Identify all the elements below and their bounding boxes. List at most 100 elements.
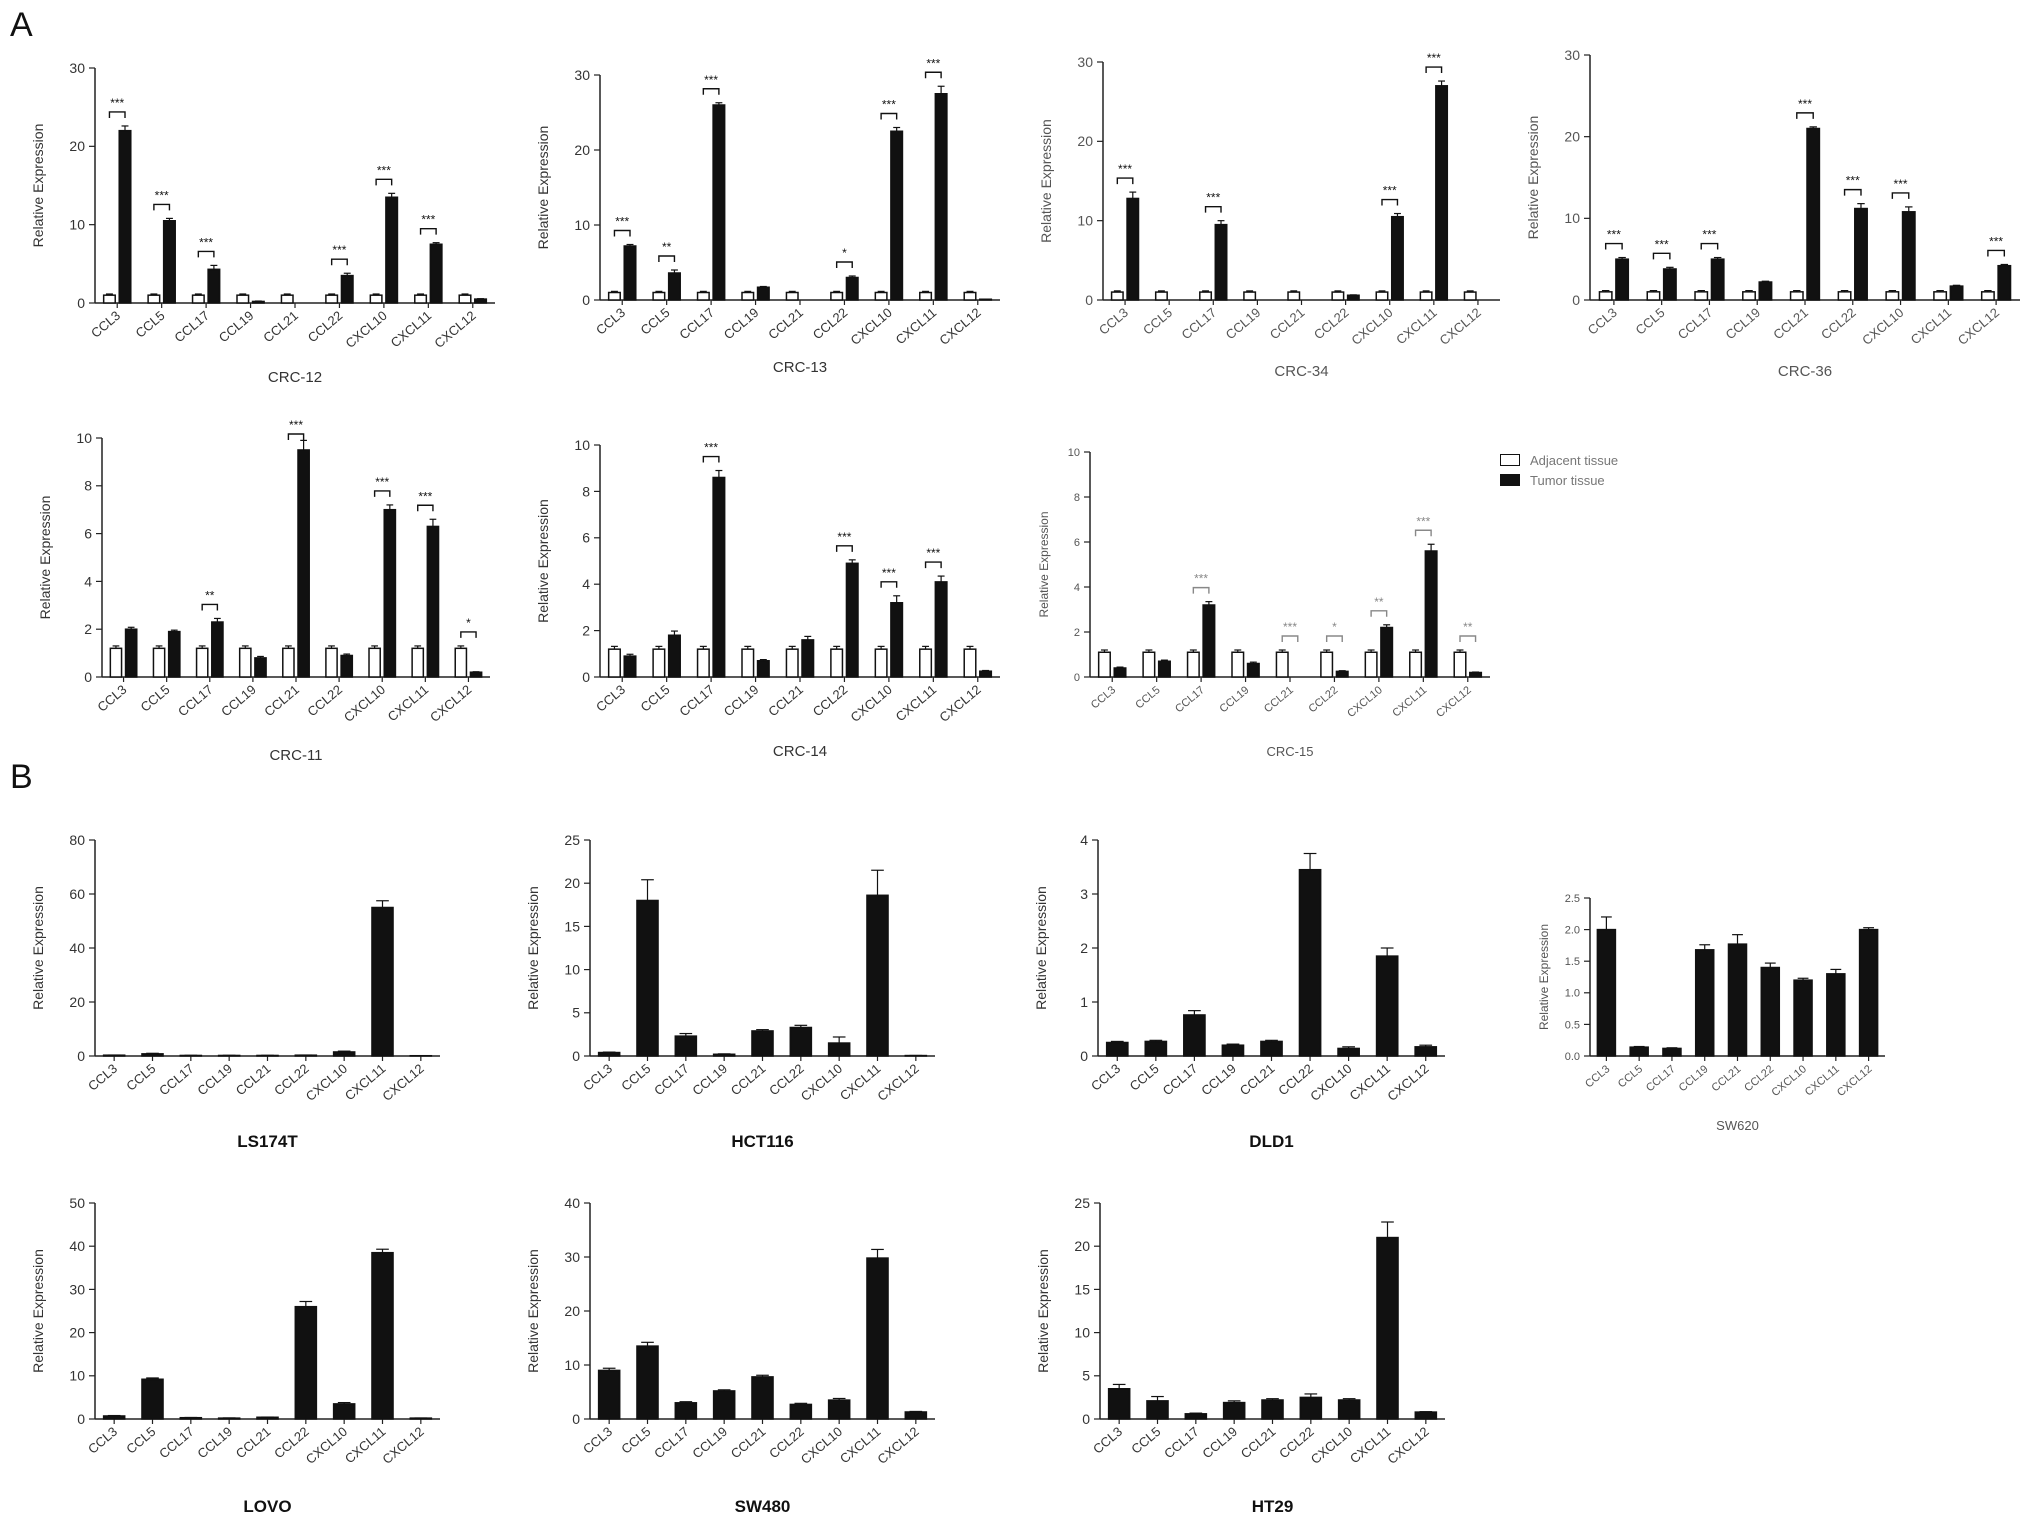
y-axis-label-dld1: Relative Expression <box>1033 886 1049 1010</box>
sig-label-crc15: * <box>1332 620 1337 634</box>
bar-adjacent-crc12 <box>236 294 250 304</box>
legend-item-adjacent: Adjacent tissue <box>1500 450 1618 470</box>
y-tick-label-crc12: 0 <box>77 295 85 311</box>
y-axis-label-ls174t: Relative Expression <box>30 886 46 1010</box>
legend-item-tumor: Tumor tissue <box>1500 470 1618 490</box>
y-tick-label-sw480: 0 <box>572 1411 580 1427</box>
bar-tumor-lovo <box>102 1415 126 1420</box>
bar-adjacent-crc13 <box>741 291 755 301</box>
x-tick-label-crc11: CCL17 <box>175 682 216 720</box>
bar-tumor-sw620 <box>1662 1047 1682 1057</box>
y-tick-label-lovo: 0 <box>77 1411 85 1427</box>
sig-label-crc36: *** <box>1894 177 1908 191</box>
x-tick-label-dld1: CXCL10 <box>1307 1061 1354 1104</box>
y-tick-label-crc13: 20 <box>574 142 590 158</box>
x-tick-label-crc36: CXCL12 <box>1955 305 2002 348</box>
bar-adjacent-crc15 <box>1453 651 1467 678</box>
bar-tumor-crc34 <box>1214 223 1228 301</box>
bar-tumor-sw620 <box>1826 973 1846 1057</box>
y-tick-label-crc34: 20 <box>1077 133 1093 149</box>
x-tick-label-sw620: CXCL10 <box>1769 1063 1809 1099</box>
y-tick-label-ls174t: 40 <box>69 940 85 956</box>
sig-bracket-crc13 <box>835 261 853 268</box>
x-tick-label-hct116: CCL3 <box>580 1061 615 1094</box>
bar-adjacent-crc11 <box>195 647 209 678</box>
bar-tumor-crc11 <box>426 525 440 678</box>
bar-tumor-ht29 <box>1184 1413 1208 1420</box>
x-tick-label-sw480: CCL5 <box>618 1424 653 1457</box>
bar-tumor-crc13 <box>623 245 637 301</box>
x-tick-label-crc14: CCL21 <box>765 682 806 720</box>
y-tick-label-crc14: 0 <box>582 669 590 685</box>
sig-bracket-crc12 <box>108 111 126 118</box>
x-tick-label-crc12: CCL5 <box>132 308 167 341</box>
bar-tumor-ht29 <box>1261 1399 1284 1420</box>
sig-label-crc12: *** <box>421 213 435 227</box>
x-tick-label-hct116: CXCL11 <box>837 1061 884 1103</box>
bar-tumor-sw620 <box>1858 928 1879 1057</box>
x-tick-label-crc11: CXCL11 <box>385 682 432 724</box>
y-tick-label-hct116: 15 <box>564 918 580 934</box>
bar-adjacent-crc11 <box>109 647 123 678</box>
y-axis-label-sw620: Relative Expression <box>1537 924 1551 1030</box>
bar-tumor-lovo <box>141 1378 164 1420</box>
sig-label-crc11: * <box>466 616 471 630</box>
chart-crc13: 0 10 20 30 Relative Expression CCL3 *** CCL5 ** C… <box>535 56 1000 376</box>
sig-bracket-crc34 <box>1425 66 1443 74</box>
y-tick-label-sw620: 2.5 <box>1565 893 1580 905</box>
bar-tumor-crc14 <box>623 655 637 678</box>
y-tick-label-lovo: 50 <box>69 1195 85 1211</box>
x-tick-label-crc11: CCL3 <box>94 682 129 715</box>
legend: Adjacent tissue Tumor tissue <box>1500 450 1618 490</box>
x-tick-label-lovo: CCL3 <box>85 1424 120 1457</box>
sig-bracket-crc36 <box>1652 252 1671 260</box>
bar-tumor-crc12 <box>385 196 399 304</box>
bar-adjacent-crc14 <box>652 648 666 678</box>
x-tick-label-crc14: CXCL12 <box>936 682 983 725</box>
x-tick-label-crc34: CCL21 <box>1267 305 1308 343</box>
chart-title-crc13: CRC-13 <box>773 359 827 376</box>
bar-tumor-crc14 <box>934 581 948 678</box>
legend-swatch-adjacent <box>1500 454 1520 466</box>
sig-label-crc13: *** <box>882 98 896 112</box>
x-tick-label-crc14: CCL3 <box>593 682 628 715</box>
bar-adjacent-crc14 <box>741 648 755 678</box>
chart-crc36: 0 10 20 30 Relative Expression CCL3 *** CCL5 ***… <box>1525 47 2020 380</box>
bar-tumor-crc14 <box>890 602 904 678</box>
sig-bracket-crc36 <box>1987 249 2006 257</box>
y-tick-label-lovo: 10 <box>69 1368 85 1384</box>
x-tick-label-crc12: CXCL10 <box>343 308 390 351</box>
bar-tumor-ht29 <box>1414 1411 1438 1420</box>
x-tick-label-ht29: CXCL10 <box>1308 1424 1355 1467</box>
bar-tumor-lovo <box>332 1403 356 1420</box>
bar-tumor-crc36 <box>1854 207 1868 301</box>
bar-tumor-crc12 <box>207 268 221 304</box>
bar-tumor-sw480 <box>789 1403 813 1420</box>
y-tick-label-crc14: 10 <box>574 437 590 453</box>
x-tick-label-sw620: CXCL12 <box>1835 1063 1875 1099</box>
sig-bracket-crc15 <box>1325 635 1343 642</box>
bar-tumor-crc36 <box>1997 264 2012 301</box>
x-tick-label-hct116: CXCL10 <box>798 1061 845 1104</box>
bar-tumor-crc14 <box>801 639 815 678</box>
x-tick-label-sw620: CCL17 <box>1644 1063 1678 1094</box>
bar-adjacent-crc14 <box>785 648 799 678</box>
bar-adjacent-crc12 <box>102 294 116 304</box>
y-axis-label-crc12: Relative Expression <box>30 124 46 248</box>
bar-tumor-crc14 <box>845 562 859 678</box>
sig-bracket-crc13 <box>613 229 631 237</box>
chart-title-crc12: CRC-12 <box>268 369 322 386</box>
x-tick-label-ht29: CCL17 <box>1161 1424 1202 1462</box>
x-tick-label-crc34: CXCL10 <box>1348 305 1395 348</box>
y-tick-label-crc15: 6 <box>1074 537 1080 549</box>
x-tick-label-ls174t: CCL5 <box>123 1061 158 1094</box>
bar-tumor-crc15 <box>1113 667 1127 678</box>
bar-tumor-hct116 <box>636 899 659 1057</box>
x-tick-label-hct116: CCL17 <box>651 1061 692 1099</box>
y-tick-label-ls174t: 20 <box>69 994 85 1010</box>
x-tick-label-crc36: CCL19 <box>1723 305 1764 343</box>
y-tick-label-crc15: 0 <box>1074 672 1080 684</box>
bar-tumor-sw480 <box>712 1390 736 1420</box>
